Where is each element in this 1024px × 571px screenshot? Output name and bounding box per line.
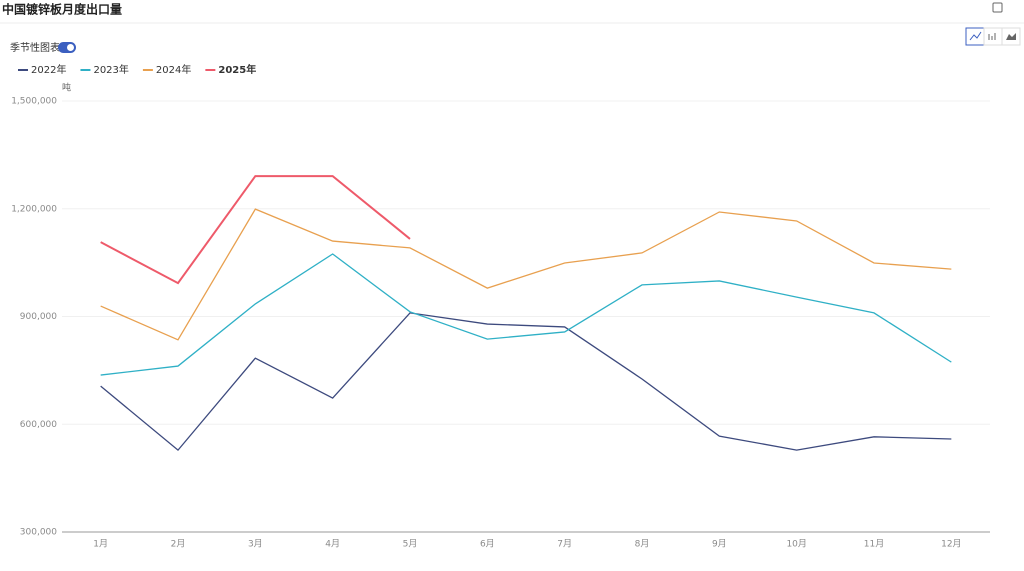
y-unit: 吨 — [62, 82, 71, 94]
x-tick-label: 10月 — [786, 539, 806, 550]
y-tick-label: 1,500,000 — [11, 97, 57, 107]
x-tick-label: 4月 — [325, 539, 340, 550]
legend-item[interactable]: 2023年 — [80, 63, 129, 76]
legend-label: 2025年 — [218, 63, 256, 76]
x-tick-label: 1月 — [93, 539, 108, 550]
page-title: 中国镀锌板月度出口量 — [2, 2, 122, 17]
y-tick-label: 300,000 — [20, 528, 57, 538]
series-line — [100, 175, 411, 285]
series-line — [100, 312, 952, 452]
series-line — [100, 253, 952, 376]
x-tick-label: 7月 — [557, 539, 572, 550]
x-tick-label: 2月 — [171, 539, 186, 550]
legend-label: 2022年 — [31, 63, 66, 76]
y-tick-label: 1,200,000 — [11, 204, 57, 214]
line-icon — [969, 31, 982, 41]
x-tick-label: 3月 — [248, 539, 263, 550]
x-tick-label: 8月 — [635, 539, 650, 550]
x-tick-label: 6月 — [480, 539, 495, 550]
legend-item[interactable]: 2022年 — [18, 63, 66, 76]
legend-label: 2023年 — [93, 63, 128, 76]
x-tick-label: 12月 — [941, 539, 961, 550]
plot: 300,000 600,000 900,000 1,200,000 1,500,000 1… — [11, 97, 990, 550]
x-tick-label: 11月 — [864, 539, 884, 550]
y-tick-label: 600,000 — [20, 420, 57, 430]
bar-icon — [988, 33, 996, 40]
x-tick-label: 9月 — [712, 539, 727, 550]
toggle-label: 季节性图表 — [10, 41, 60, 54]
area-icon — [1006, 33, 1016, 40]
chart-type-buttons — [965, 27, 1021, 46]
y-tick-label: 900,000 — [20, 312, 57, 322]
toggle-knob — [67, 44, 74, 51]
legend: 2022年 2023年 2024年 2025年 — [18, 63, 256, 76]
legend-item[interactable]: 2025年 — [205, 63, 256, 76]
export-icon[interactable] — [992, 2, 1003, 13]
x-tick-label: 5月 — [403, 539, 418, 550]
legend-label: 2024年 — [156, 63, 191, 76]
legend-item[interactable]: 2024年 — [142, 63, 191, 76]
series-line — [100, 208, 952, 341]
bar-chart-button[interactable] — [983, 27, 1003, 46]
